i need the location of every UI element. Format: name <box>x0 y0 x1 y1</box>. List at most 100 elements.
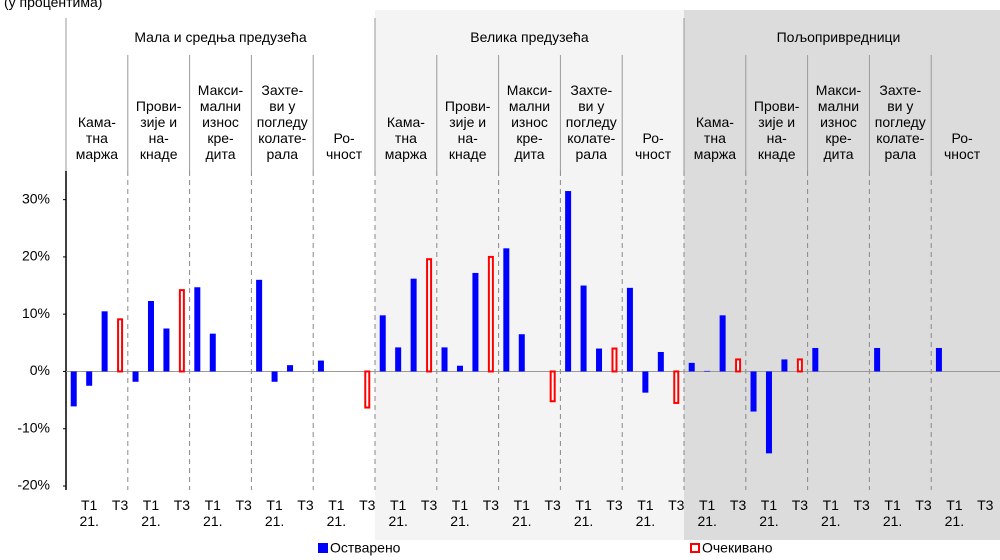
bar <box>256 279 263 372</box>
x-tick-label: Т1 21. <box>203 497 223 529</box>
y-tick-label: -20% <box>17 477 50 493</box>
bar <box>565 191 572 372</box>
bar <box>704 370 711 372</box>
x-tick-label: Т1 21. <box>573 497 594 529</box>
x-tick-label: Т1 21. <box>388 497 408 529</box>
subgroup-label: Кама- тна маржа <box>384 114 428 162</box>
subgroup-label: Макси- мални износ кре- дита <box>197 82 244 162</box>
x-tick-label: Т1 21. <box>264 497 285 529</box>
bar <box>750 371 757 412</box>
bar <box>395 347 402 372</box>
subgroup-label: Кама- тна маржа <box>693 114 737 162</box>
subtitle: (у процентима) <box>4 0 103 10</box>
x-tick-label: Т3 <box>420 497 438 513</box>
bar <box>163 328 170 372</box>
x-tick-label: Т3 <box>668 497 685 513</box>
subgroup-label: Захте- ви у погледу колате- рала <box>565 82 617 162</box>
bar <box>503 248 510 372</box>
bar <box>487 255 494 373</box>
group-title: Мала и средња предузећа <box>134 29 307 45</box>
subgroup-label: Захте- ви у погледу колате- рала <box>874 82 926 162</box>
subgroup-label: Макси- мални износ кре- дита <box>506 82 553 162</box>
bar <box>426 258 433 373</box>
y-tick-label: 20% <box>22 248 50 264</box>
x-tick-label: Т1 21. <box>759 497 779 529</box>
x-tick-label: Т3 <box>729 497 747 513</box>
subgroup-label: Прови- зије и на- кнаде <box>135 98 182 162</box>
bar <box>781 359 788 372</box>
bar <box>673 370 680 404</box>
legend-swatch <box>318 543 328 553</box>
y-tick-label: 0% <box>30 362 50 378</box>
subgroup-label: Макси- мални износ кре- дита <box>815 82 862 162</box>
x-tick-label: Т3 <box>977 497 994 513</box>
x-tick-label: Т3 <box>606 497 623 513</box>
x-tick-label: Т3 <box>297 497 314 513</box>
x-tick-label: Т1 21. <box>697 497 717 529</box>
x-tick-label: Т1 21. <box>141 497 161 529</box>
x-tick-label: Т3 <box>359 497 376 513</box>
x-tick-label: Т3 <box>791 497 809 513</box>
x-tick-label: Т1 21. <box>882 497 903 529</box>
group-title: Пољопривредници <box>776 29 901 45</box>
bar <box>379 315 386 372</box>
bar <box>364 370 371 409</box>
bar <box>874 347 881 372</box>
subgroup-label: Кама- тна маржа <box>75 114 119 162</box>
bar <box>626 287 633 372</box>
bar <box>441 347 448 372</box>
bar <box>86 371 93 386</box>
y-tick-label: -10% <box>17 419 50 435</box>
x-tick-label: Т3 <box>853 497 870 513</box>
bar <box>796 358 803 373</box>
bar <box>812 347 819 372</box>
bar <box>209 333 216 372</box>
x-tick-label: Т3 <box>915 497 932 513</box>
bar <box>657 351 664 372</box>
bar <box>410 278 417 372</box>
bar <box>735 358 742 373</box>
legend-swatch <box>690 543 700 553</box>
x-tick-label: Т1 21. <box>326 497 347 529</box>
bar <box>688 362 695 372</box>
x-tick-label: Т3 <box>173 497 191 513</box>
legend-label: Остварено <box>330 540 401 556</box>
x-tick-label: Т1 21. <box>450 497 470 529</box>
y-tick-label: 10% <box>22 305 50 321</box>
bar <box>765 371 772 454</box>
group-title: Велика предузећа <box>470 29 589 45</box>
bar <box>719 315 726 372</box>
x-tick-label: Т3 <box>235 497 252 513</box>
subgroup-label: Ро- чност <box>325 130 363 162</box>
x-tick-label: Т3 <box>482 497 500 513</box>
bar <box>287 365 294 372</box>
bar <box>472 272 479 372</box>
bar <box>549 370 556 403</box>
bar <box>101 311 108 372</box>
subgroup-label: Прови- зије и на- кнаде <box>753 98 800 162</box>
bar <box>611 347 618 373</box>
bar <box>456 365 463 372</box>
bar <box>518 334 525 372</box>
x-tick-label: Т1 21. <box>635 497 656 529</box>
bar <box>147 301 154 372</box>
x-tick-label: Т3 <box>111 497 129 513</box>
bar <box>194 287 201 372</box>
bar <box>580 285 587 372</box>
subgroup-label: Прови- зије и на- кнаде <box>444 98 491 162</box>
bar <box>271 371 278 382</box>
subgroup-label: Захте- ви у погледу колате- рала <box>256 82 308 162</box>
subgroup-label: Ро- чност <box>634 130 672 162</box>
x-tick-label: Т1 21. <box>79 497 99 529</box>
bar <box>178 289 185 373</box>
bar <box>132 371 139 382</box>
bar <box>317 360 324 372</box>
subgroup-label: Ро- чност <box>943 130 981 162</box>
x-tick-label: Т1 21. <box>944 497 965 529</box>
x-tick-label: Т1 21. <box>512 497 532 529</box>
group-background <box>684 10 1000 540</box>
bar <box>70 371 77 407</box>
bar <box>117 318 124 373</box>
